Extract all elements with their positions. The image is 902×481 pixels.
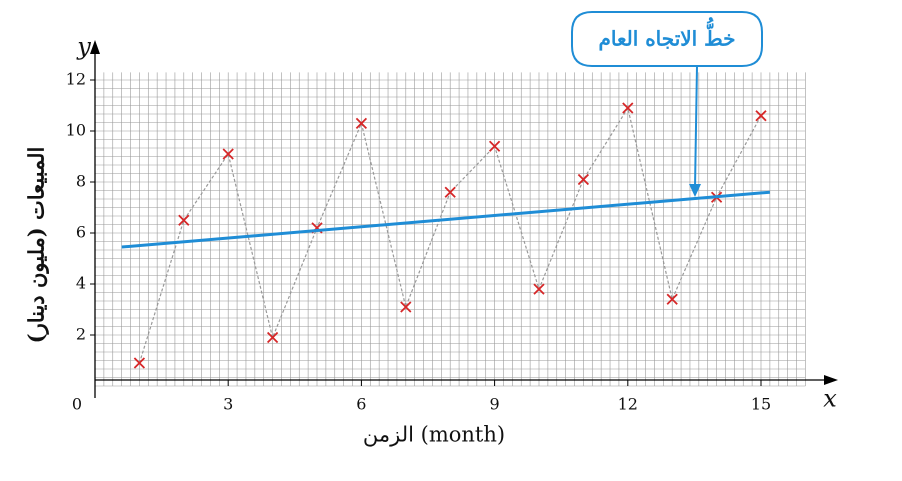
x-tick-label: 12 xyxy=(618,395,638,414)
y-tick-label: 12 xyxy=(66,70,86,89)
callout-bubble xyxy=(571,11,763,67)
callout-arrowhead xyxy=(689,184,701,197)
y-tick-label: 10 xyxy=(66,121,86,140)
data-point xyxy=(577,173,590,186)
x-axis-arrow xyxy=(824,375,838,385)
x-tick-label: 15 xyxy=(751,395,771,414)
x-tick-label: 0 xyxy=(72,395,82,414)
data-point xyxy=(488,140,501,152)
y-tick-label: 6 xyxy=(76,223,86,242)
x-tick-label: 9 xyxy=(490,395,500,414)
data-point xyxy=(178,214,190,226)
data-point xyxy=(133,357,146,369)
y-axis-letter: y xyxy=(76,33,91,61)
x-tick-label: 6 xyxy=(356,395,366,414)
grid xyxy=(94,72,806,387)
callout: خطُّ الاتجاه العام xyxy=(571,11,763,197)
data-point xyxy=(444,186,456,198)
data-point xyxy=(533,283,545,295)
y-tick-label: 2 xyxy=(76,325,86,344)
callout-arrow xyxy=(694,65,698,189)
x-axis-label: الزمن (month) xyxy=(363,423,505,448)
y-tick-label: 8 xyxy=(76,172,86,191)
data-point xyxy=(622,102,634,114)
data-point xyxy=(222,148,234,160)
data-point xyxy=(266,331,279,344)
y-axis-arrow xyxy=(90,40,100,54)
y-axis-label: المبيعات (مليون دينار) xyxy=(24,147,50,344)
data-point xyxy=(755,110,767,122)
x-tick-label: 3 xyxy=(223,395,233,414)
data-point xyxy=(400,301,412,313)
x-axis-letter: x xyxy=(823,385,837,413)
y-tick-label: 4 xyxy=(76,274,86,293)
data-point xyxy=(355,117,368,129)
trend-line xyxy=(121,190,771,249)
data-point xyxy=(666,293,678,305)
